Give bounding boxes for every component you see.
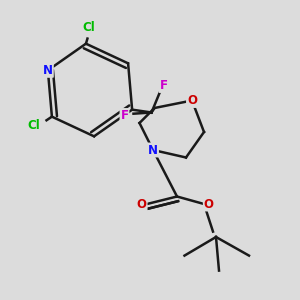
Text: Cl: Cl [28, 119, 40, 132]
Text: O: O [136, 197, 147, 211]
Text: O: O [187, 94, 197, 107]
Text: Cl: Cl [82, 21, 95, 34]
Text: N: N [148, 143, 158, 157]
Text: N: N [43, 64, 53, 77]
Text: F: F [121, 109, 128, 122]
Text: F: F [160, 79, 167, 92]
Text: O: O [204, 197, 214, 211]
